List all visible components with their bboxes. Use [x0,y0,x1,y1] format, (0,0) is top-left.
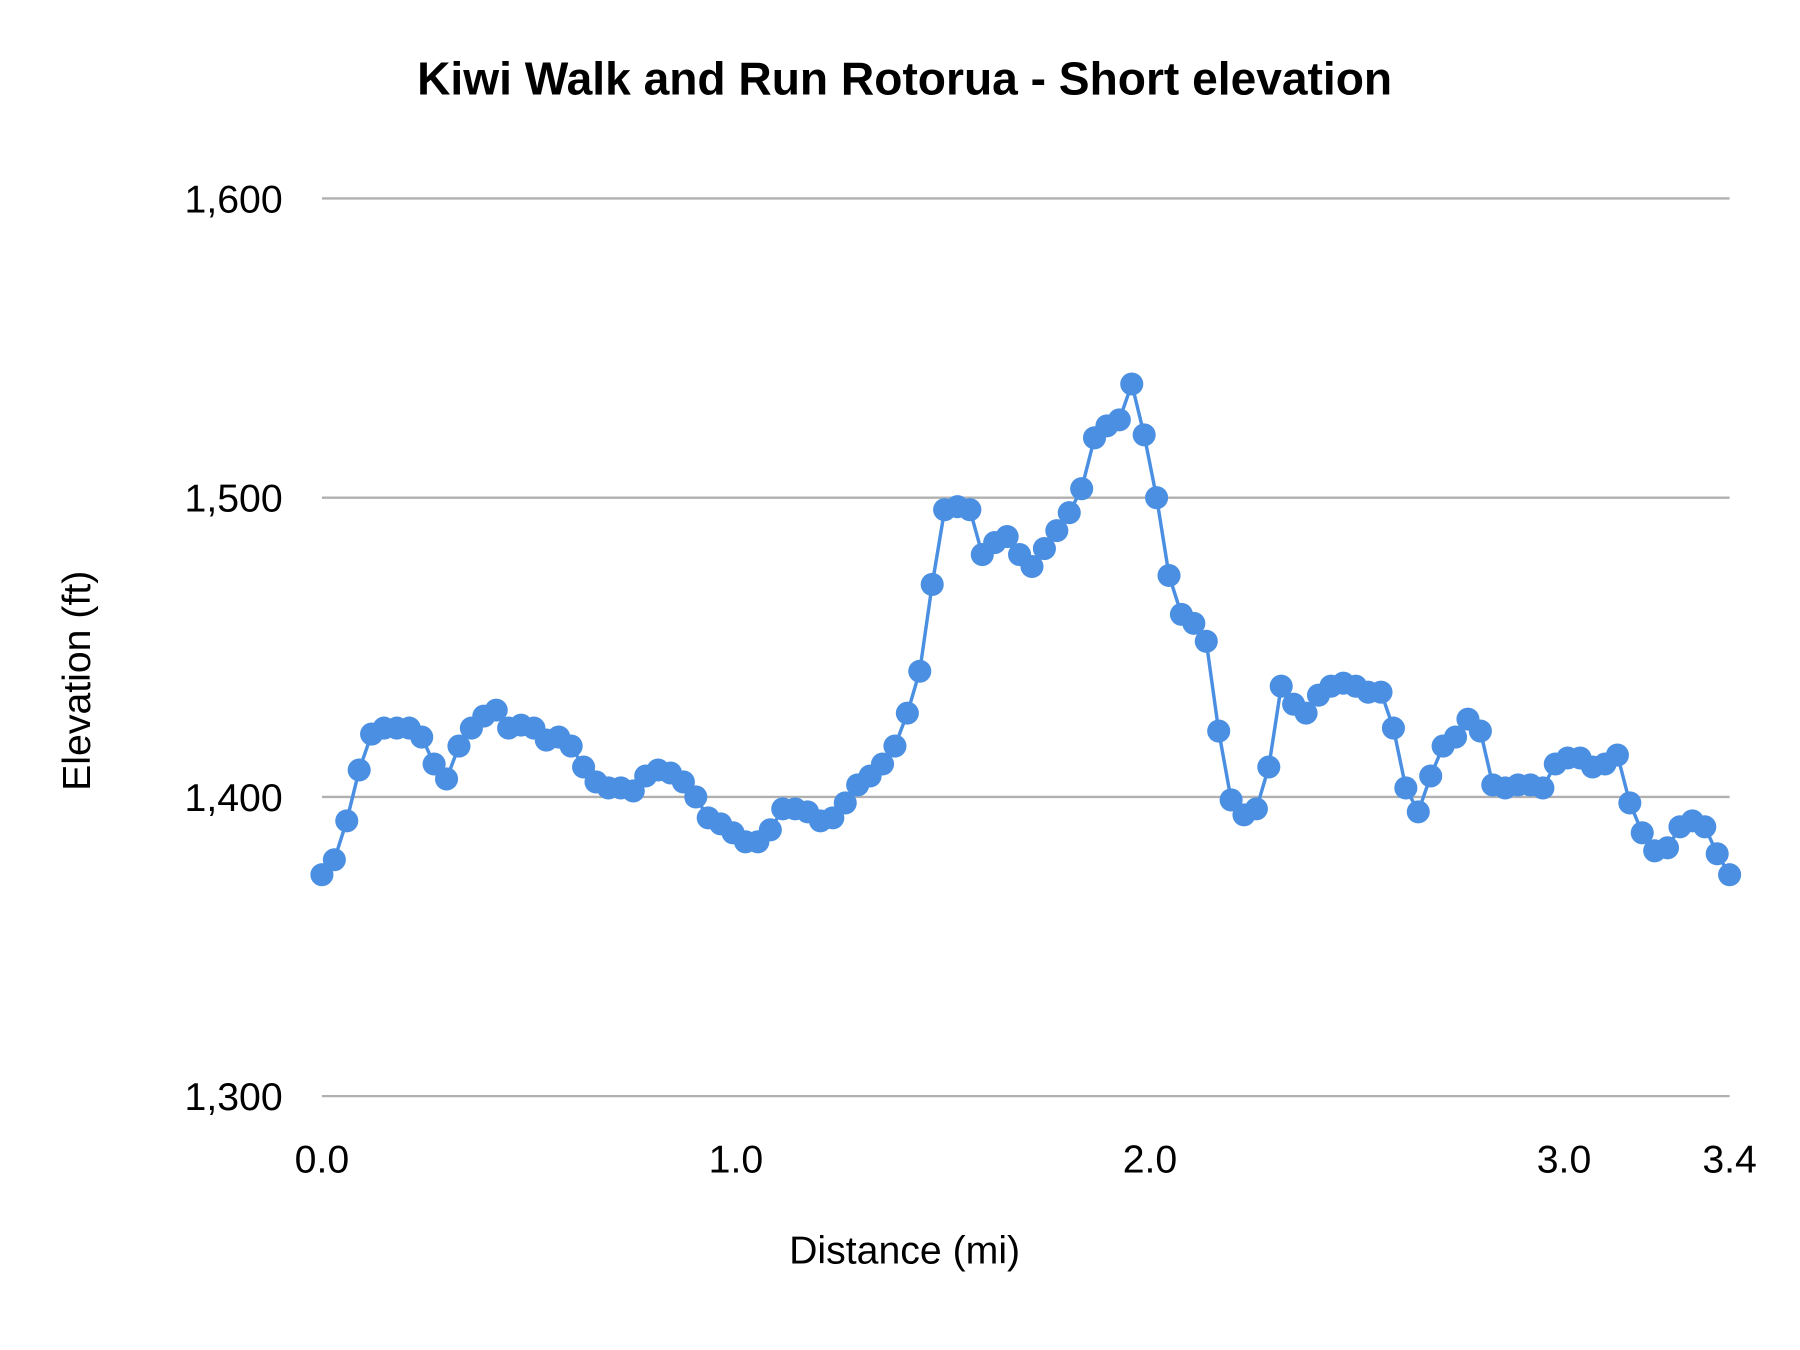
data-point [1468,719,1492,743]
data-point [1257,755,1281,779]
x-tick-label: 0.0 [295,1137,350,1181]
data-point [1294,701,1318,725]
y-axis-ticks: 1,300 1,400 1,500 1,600 [185,177,283,1119]
elevation-line [320,377,1732,876]
data-point [995,525,1019,549]
data-point [347,758,371,782]
data-point [1057,501,1081,525]
data-point [958,498,982,522]
data-point [1718,863,1742,887]
x-tick-label: 1.0 [709,1137,764,1181]
data-point [920,572,944,597]
y-tick-label: 1,500 [185,477,283,521]
x-axis-title: Distance (mi) [789,1228,1020,1272]
data-point [1655,836,1680,860]
data-point [1070,477,1094,501]
data-point [1269,674,1293,698]
data-point [883,734,907,758]
chart-title: Kiwi Walk and Run Rotorua - Short elevat… [417,53,1392,105]
data-point [1618,791,1642,815]
data-point [1244,797,1268,821]
data-point [1207,719,1231,743]
data-point [1145,486,1169,510]
data-points [310,372,1742,887]
data-point [1419,764,1443,788]
data-point [1120,372,1144,396]
data-point [1443,725,1468,749]
x-axis-ticks: 0.0 1.0 2.0 3.0 3.4 [295,1137,1757,1181]
data-point [684,785,708,809]
data-point [1045,519,1069,543]
data-point [1219,788,1243,812]
data-point [1705,842,1729,866]
y-tick-label: 1,300 [185,1075,283,1119]
data-point [410,725,434,749]
data-point [1381,716,1405,740]
data-point [908,659,932,683]
data-point [1406,800,1430,824]
data-point [1693,815,1717,839]
data-point [1194,629,1218,653]
data-point [1182,611,1206,635]
data-point [1630,821,1654,845]
data-point [1531,776,1555,800]
data-point [484,698,508,722]
y-axis-title: Elevation (ft) [55,571,99,791]
data-point [833,791,857,815]
data-point [758,818,782,842]
data-point [1107,408,1131,432]
data-point [559,734,583,758]
y-tick-label: 1,600 [185,177,283,221]
data-point [1605,743,1629,767]
data-point [1394,776,1418,800]
data-point [335,809,359,833]
y-tick-label: 1,400 [185,776,283,820]
data-point [895,701,919,725]
data-point [870,752,895,776]
x-tick-label: 3.4 [1702,1137,1757,1181]
data-point [435,767,459,791]
gridlines [321,197,1730,1098]
data-point [1020,554,1044,579]
data-point [1369,680,1393,704]
data-point [1157,563,1181,588]
x-tick-label: 2.0 [1123,1137,1178,1181]
data-point [322,848,346,872]
x-tick-label: 3.0 [1537,1137,1592,1181]
data-point [1032,537,1056,561]
data-point [447,734,471,758]
data-point [1132,423,1156,447]
